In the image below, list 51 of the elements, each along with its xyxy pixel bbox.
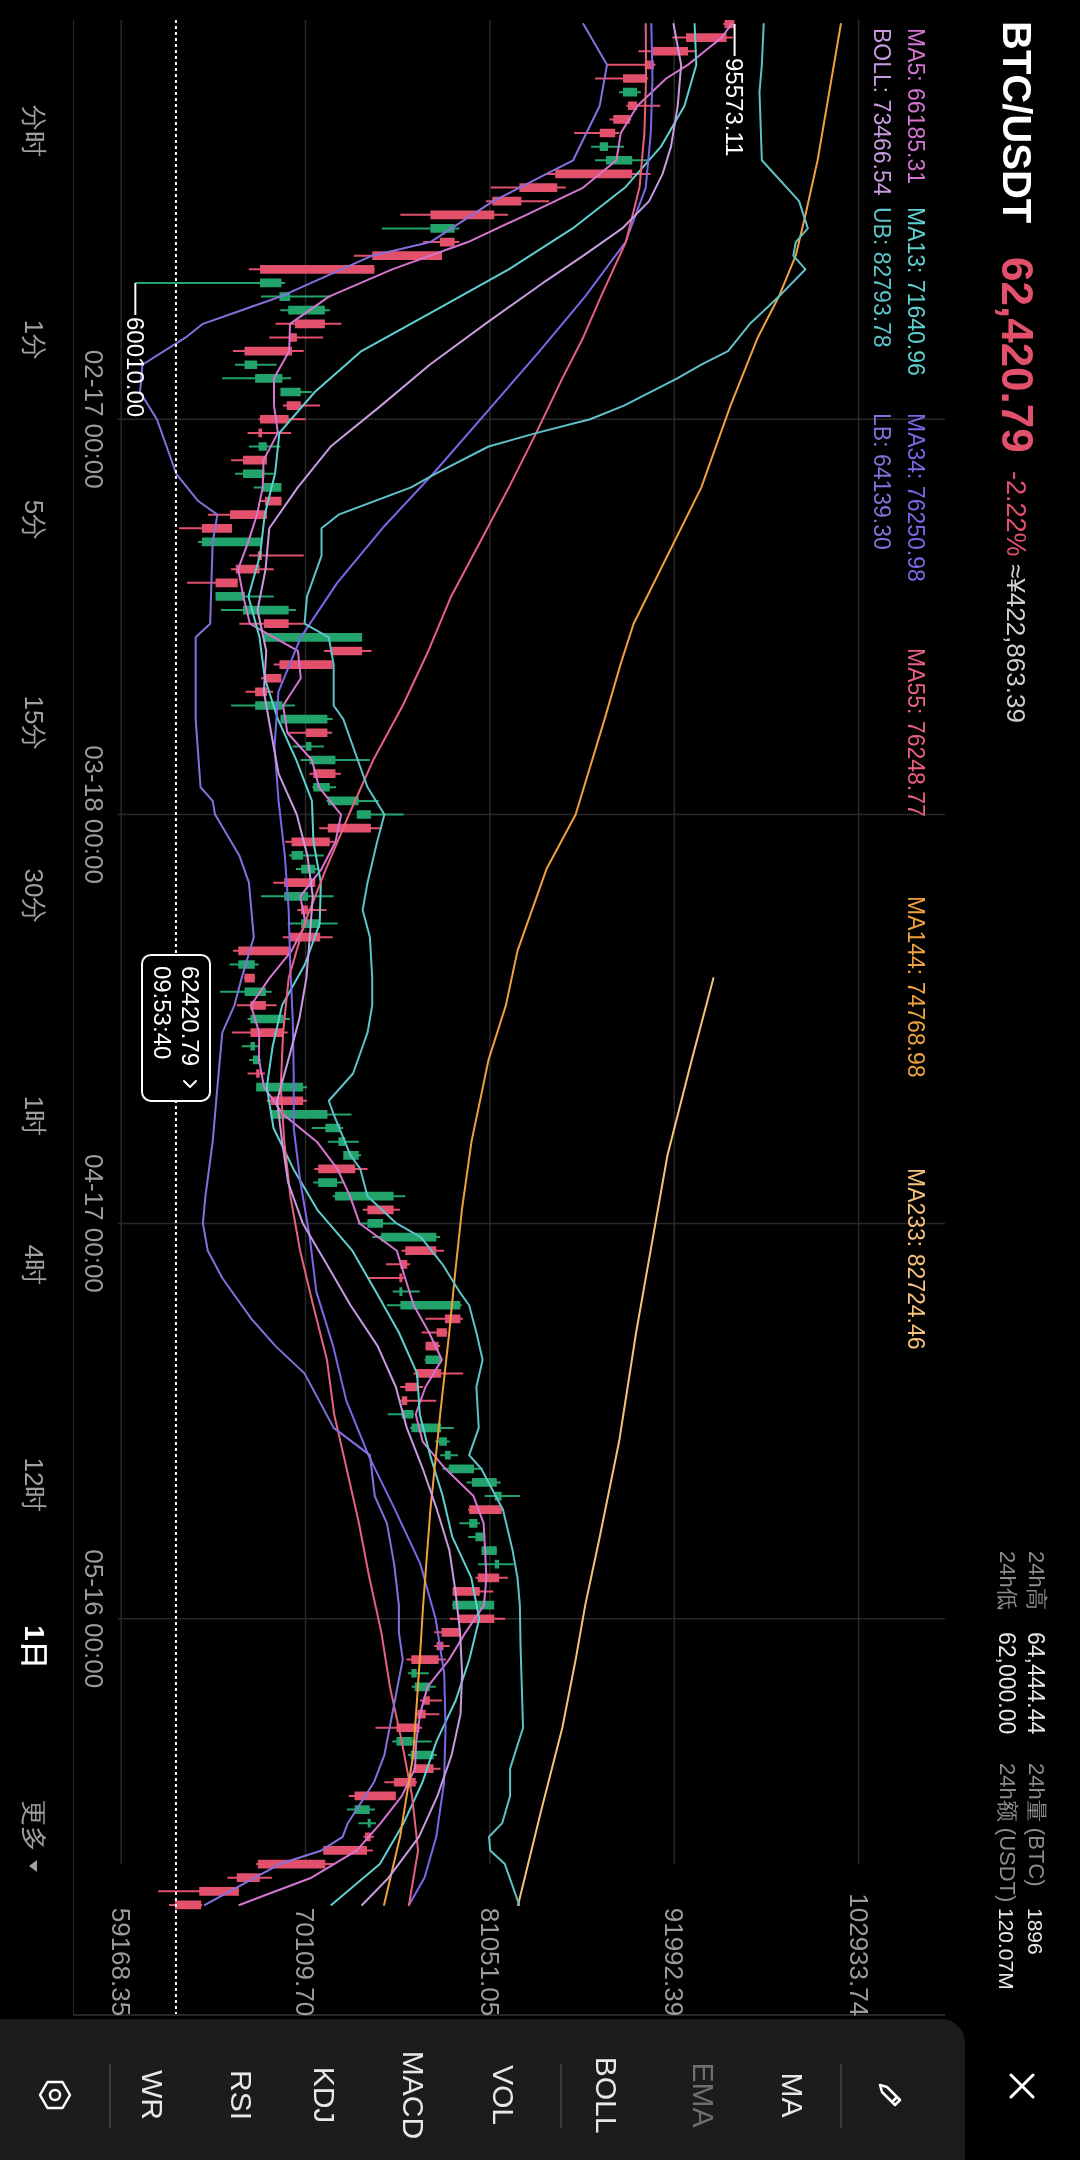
text: UB: 82793.78 <box>869 207 896 348</box>
text: ≈¥422,863.39 <box>1001 564 1031 723</box>
x-tick-label: 59168.35 <box>106 1907 137 2017</box>
text: 24h高 <box>1024 1551 1049 1610</box>
text: 62,000.00 <box>994 1632 1021 1735</box>
ref-line-label: 62420.79 09:53:40 <box>147 965 204 1067</box>
text: 12时 <box>19 1457 49 1513</box>
text: MACD <box>397 2050 430 2140</box>
text: EMA <box>687 2062 720 2128</box>
text: MA34: 76250.98 <box>903 413 930 582</box>
text: -2.22% <box>1001 471 1032 557</box>
x-tick-label: 102933.74 <box>843 1893 874 2017</box>
text: 120.07M <box>995 1908 1019 1990</box>
text: 4时 <box>19 1244 49 1286</box>
text: 1日 <box>19 1625 50 1669</box>
text: 15分 <box>19 695 49 751</box>
x-tick-label: 91992.39 <box>659 1907 690 2017</box>
text: WR <box>136 2070 169 2120</box>
text: 分时 <box>19 105 49 157</box>
annotation: 60010.00 <box>122 317 149 418</box>
text: BOLL <box>590 2056 623 2134</box>
text: KDJ <box>308 2066 341 2124</box>
text: 5分 <box>19 499 49 541</box>
y-tick-label: 04-17 00:00 <box>79 1154 109 1293</box>
text: 62,420.79 <box>993 257 1042 453</box>
text: LB: 64139.30 <box>869 413 896 550</box>
text: BOLL: 73466.54 <box>869 28 896 196</box>
y-tick-label: 03-18 00:00 <box>79 745 109 884</box>
text: 1分 <box>19 319 49 361</box>
y-tick-label: 02-17 00:00 <box>79 349 109 489</box>
y-tick-label: 05-16 00:00 <box>79 1549 109 1689</box>
text: 64,444.44 <box>1023 1632 1050 1735</box>
text: MA144: 74768.98 <box>903 896 930 1078</box>
text: MA233: 82724.46 <box>903 1168 930 1350</box>
text: MA13: 71640.96 <box>903 207 930 376</box>
text: RSI <box>225 2069 258 2121</box>
x-tick-label: 81051.05 <box>474 1907 505 2017</box>
text: MA5: 66185.31 <box>903 28 930 185</box>
text: 24h低 <box>995 1551 1020 1610</box>
text: VOL <box>487 2064 520 2126</box>
annotation: 95573.11 <box>721 58 748 157</box>
text: BTC/USDT <box>995 21 1039 224</box>
text: 24h量 (BTC) <box>1024 1763 1049 1887</box>
text: MA55: 76248.77 <box>903 648 930 817</box>
text: 1896 <box>1024 1908 1048 1955</box>
text: 更多 <box>19 1800 49 1852</box>
x-tick-label: 70109.70 <box>290 1907 321 2017</box>
text: 1时 <box>19 1095 49 1137</box>
text: 24h额 (USDT) <box>995 1763 1020 1903</box>
text: MA <box>776 2072 809 2118</box>
text: 30分 <box>19 868 49 924</box>
